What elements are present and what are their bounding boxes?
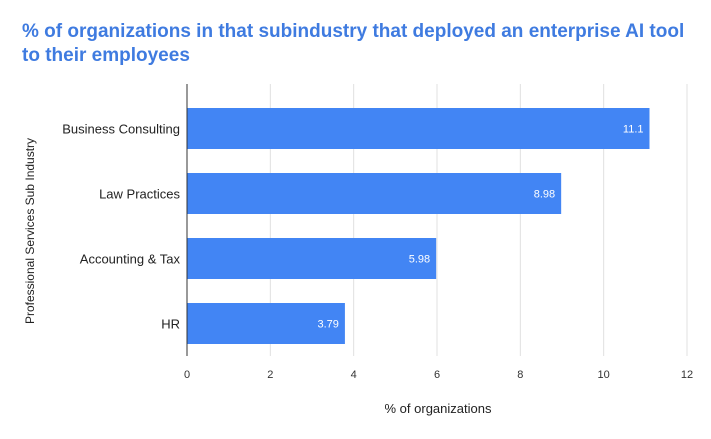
- chart-title: % of organizations in that subindustry t…: [22, 21, 685, 66]
- category-label: Business Consulting: [62, 122, 180, 137]
- bars: [187, 108, 650, 344]
- bar: [187, 238, 437, 279]
- value-labels: 11.1 8.98 5.98 3.79: [317, 124, 643, 331]
- x-tick-label: 2: [267, 369, 273, 381]
- bar: [187, 303, 345, 344]
- y-axis-label: Professional Services Sub Industry: [23, 138, 37, 324]
- x-tick-label: 8: [517, 369, 523, 381]
- value-label: 3.79: [317, 319, 338, 331]
- category-label: Accounting & Tax: [80, 252, 181, 267]
- value-label: 8.98: [534, 189, 555, 201]
- value-label: 5.98: [409, 254, 430, 266]
- x-tick-labels: 0 2 4 6 8 10 12: [184, 369, 693, 381]
- x-axis-label: % of organizations: [385, 401, 492, 416]
- x-tick-label: 10: [598, 369, 610, 381]
- bar: [187, 173, 562, 214]
- value-label: 11.1: [623, 124, 644, 136]
- x-tick-label: 6: [434, 369, 440, 381]
- category-label: Law Practices: [99, 187, 180, 202]
- x-tick-label: 0: [184, 369, 190, 381]
- bar: [187, 108, 650, 149]
- x-tick-label: 4: [351, 369, 357, 381]
- category-label: HR: [161, 317, 180, 332]
- x-tick-label: 12: [681, 369, 693, 381]
- category-labels: Business Consulting Law Practices Accounti…: [62, 122, 180, 332]
